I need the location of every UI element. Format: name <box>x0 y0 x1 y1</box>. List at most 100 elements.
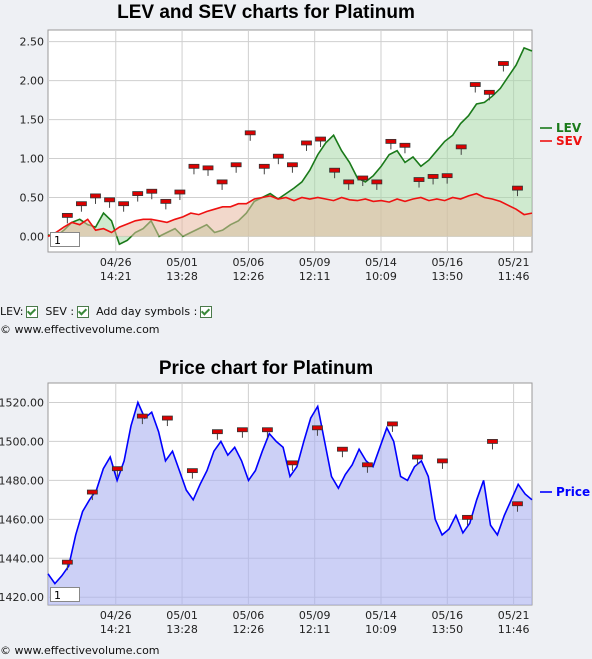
day-marker <box>272 153 284 159</box>
day-marker <box>387 421 398 427</box>
day-marker <box>487 439 498 444</box>
period-input-1[interactable]: 1 <box>50 232 80 247</box>
day-marker <box>301 140 312 146</box>
day-marker <box>186 468 198 474</box>
legend-label: SEV <box>556 134 583 148</box>
x-tick-time: 10:09 <box>365 623 397 636</box>
x-tick-date: 04/26 <box>100 256 132 269</box>
x-tick-time: 14:21 <box>100 270 132 283</box>
x-tick-date: 05/01 <box>166 609 198 622</box>
x-tick-date: 05/14 <box>365 256 397 269</box>
lev-sev-chart: 0.000.501.001.502.002.5004/2614:2105/011… <box>20 29 583 283</box>
y-tick-label: 2.50 <box>20 36 45 49</box>
x-tick-date: 05/09 <box>299 609 331 622</box>
x-tick-time: 10:09 <box>365 270 397 283</box>
day-marker <box>262 427 273 433</box>
day-marker <box>312 425 323 431</box>
x-tick-time: 12:26 <box>233 270 265 283</box>
x-tick-time: 11:46 <box>498 270 530 283</box>
day-marker <box>512 185 523 191</box>
x-tick-date: 05/16 <box>431 256 463 269</box>
x-tick-date: 05/01 <box>166 256 198 269</box>
series-area-sev <box>48 193 532 237</box>
day-marker <box>287 162 298 168</box>
day-marker <box>462 514 473 520</box>
x-tick-date: 05/06 <box>233 609 265 622</box>
day-marker <box>437 458 448 464</box>
day-marker <box>132 191 144 196</box>
day-marker <box>76 201 87 207</box>
day-marker <box>258 163 270 169</box>
day-marker <box>399 142 411 148</box>
y-tick-label: 1500.00 <box>0 435 44 448</box>
day-symbols-checkbox[interactable] <box>200 305 213 318</box>
day-marker <box>61 212 73 218</box>
x-tick-date: 05/16 <box>431 609 463 622</box>
y-tick-label: 1480.00 <box>0 474 44 487</box>
day-marker <box>86 489 98 495</box>
day-marker <box>362 462 373 468</box>
day-marker <box>412 454 423 460</box>
day-marker <box>343 179 355 185</box>
y-tick-label: 1460.00 <box>0 513 44 526</box>
day-marker <box>118 201 130 207</box>
day-marker <box>469 82 481 87</box>
y-tick-label: 2.00 <box>20 75 45 88</box>
day-marker <box>483 89 495 95</box>
copyright-2: © www.effectivevolume.com <box>0 644 160 657</box>
x-tick-time: 14:21 <box>100 623 132 636</box>
day-marker <box>237 427 248 433</box>
x-tick-time: 12:26 <box>233 623 265 636</box>
series-controls: LEV: SEV : Add day symbols : <box>0 305 216 318</box>
y-tick-label: 1.50 <box>20 114 45 127</box>
day-marker <box>244 130 256 136</box>
day-marker <box>211 429 223 435</box>
day-marker <box>371 179 383 185</box>
x-tick-date: 05/21 <box>498 256 530 269</box>
period-input-2[interactable]: 1 <box>50 587 80 602</box>
x-tick-time: 12:11 <box>299 623 331 636</box>
day-marker <box>230 162 242 168</box>
day-marker <box>427 174 439 179</box>
x-tick-date: 04/26 <box>100 609 132 622</box>
x-tick-date: 05/09 <box>299 256 331 269</box>
day-marker <box>385 138 397 144</box>
day-marker <box>455 144 467 150</box>
lev-checkbox[interactable] <box>26 305 39 318</box>
x-tick-time: 11:46 <box>498 623 530 636</box>
day-marker <box>441 173 453 179</box>
y-tick-label: 1420.00 <box>0 591 44 604</box>
day-marker <box>136 413 148 419</box>
x-tick-time: 13:28 <box>166 623 198 636</box>
day-marker <box>104 197 115 203</box>
series-line-sev <box>47 192 533 238</box>
day-marker <box>357 175 369 181</box>
y-tick-label: 1440.00 <box>0 552 44 565</box>
chart-1-title: LEV and SEV charts for Platinum <box>117 2 415 23</box>
price-chart: 1420.00 1440.00 1460.00 1480.00 1500.00 1520.… <box>0 382 590 636</box>
day-marker <box>90 193 101 199</box>
series-area-lev <box>48 47 532 245</box>
y-tick-label: 0.00 <box>20 230 45 243</box>
x-tick-time: 13:50 <box>431 270 463 283</box>
day-marker <box>202 165 214 171</box>
sev-checkbox[interactable] <box>77 305 90 318</box>
day-symbols-label: Add day symbols : <box>96 305 198 318</box>
x-tick-date: 05/06 <box>233 256 265 269</box>
x-tick-date: 05/14 <box>365 609 397 622</box>
day-marker <box>329 167 341 173</box>
x-tick-time: 13:50 <box>431 623 463 636</box>
y-tick-label: 1520.00 <box>0 396 44 409</box>
x-tick-date: 05/21 <box>498 609 530 622</box>
day-marker <box>337 446 348 452</box>
day-marker <box>315 136 326 142</box>
day-marker <box>512 501 523 507</box>
x-tick-time: 13:28 <box>166 270 198 283</box>
legend-label: LEV <box>556 121 582 135</box>
lev-label: LEV: <box>0 305 24 318</box>
day-marker <box>160 198 172 204</box>
series-area-price <box>48 402 532 605</box>
day-marker <box>146 188 158 194</box>
sev-label: SEV : <box>45 305 75 318</box>
series-line-price <box>47 400 533 585</box>
